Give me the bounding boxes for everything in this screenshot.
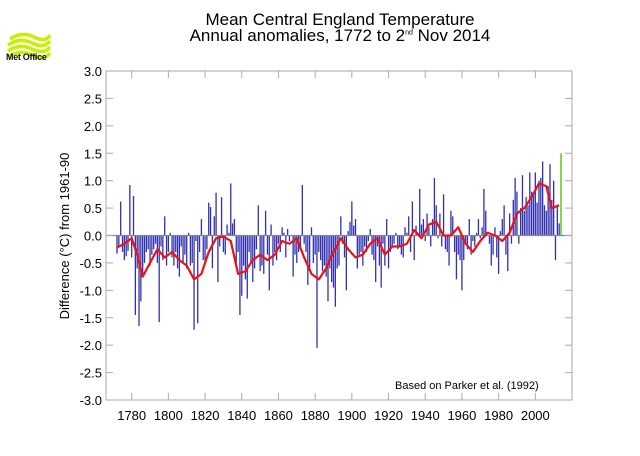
y-tick-label: -3.0 xyxy=(80,393,102,408)
x-tick-label: 2000 xyxy=(521,408,550,423)
x-tick-label: 1820 xyxy=(191,408,220,423)
x-tick-label: 1940 xyxy=(411,408,440,423)
y-tick-label: -2.0 xyxy=(80,338,102,353)
x-tick-label: 1920 xyxy=(374,408,403,423)
met-office-logo-icon xyxy=(7,32,52,60)
subtitle-prefix: Annual anomalies, 1772 to 2 xyxy=(189,26,406,45)
x-tick-label: 1780 xyxy=(117,408,146,423)
chart-subtitle: Annual anomalies, 1772 to 2nd Nov 2014 xyxy=(0,26,640,46)
y-tick-label: 0.0 xyxy=(84,229,102,244)
y-axis-label: Difference (°C) from 1961-90 xyxy=(57,153,72,320)
y-tick-label: 2.0 xyxy=(84,119,102,134)
axes-group: 3.0 2.5 2.0 1.5 1.0 0.5 0.0 -0.5 -1.0 -1.5 -2.0 -2.… xyxy=(80,64,573,423)
y-tick-label: 0.5 xyxy=(84,201,102,216)
x-tick-label: 1900 xyxy=(337,408,366,423)
y-tick-label: -1.0 xyxy=(80,283,102,298)
x-tick-label: 1980 xyxy=(484,408,513,423)
y-tick-label: -1.5 xyxy=(80,311,102,326)
subtitle-suffix: Nov 2014 xyxy=(412,26,491,45)
smoothed-line xyxy=(116,182,560,281)
x-tick-label: 1860 xyxy=(264,408,293,423)
chart-title: Mean Central England Temperature xyxy=(205,10,475,29)
subtitle-sup: nd xyxy=(405,29,413,37)
y-tick-label: -2.5 xyxy=(80,366,102,381)
x-tick-label: 1880 xyxy=(301,408,330,423)
y-tick-label: -0.5 xyxy=(80,256,102,271)
y-tick-label: 1.5 xyxy=(84,146,102,161)
met-office-logo-text: Met Office xyxy=(6,52,47,62)
bars-group xyxy=(116,153,562,348)
annotation: Based on Parker et al. (1992) xyxy=(395,380,539,392)
y-tick-label: 2.5 xyxy=(84,91,102,106)
y-tick-label: 1.0 xyxy=(84,174,102,189)
x-tick-label: 1840 xyxy=(227,408,256,423)
y-tick-label: 3.0 xyxy=(84,64,102,79)
x-tick-label: 1800 xyxy=(154,408,183,423)
x-tick-label: 1960 xyxy=(447,408,476,423)
